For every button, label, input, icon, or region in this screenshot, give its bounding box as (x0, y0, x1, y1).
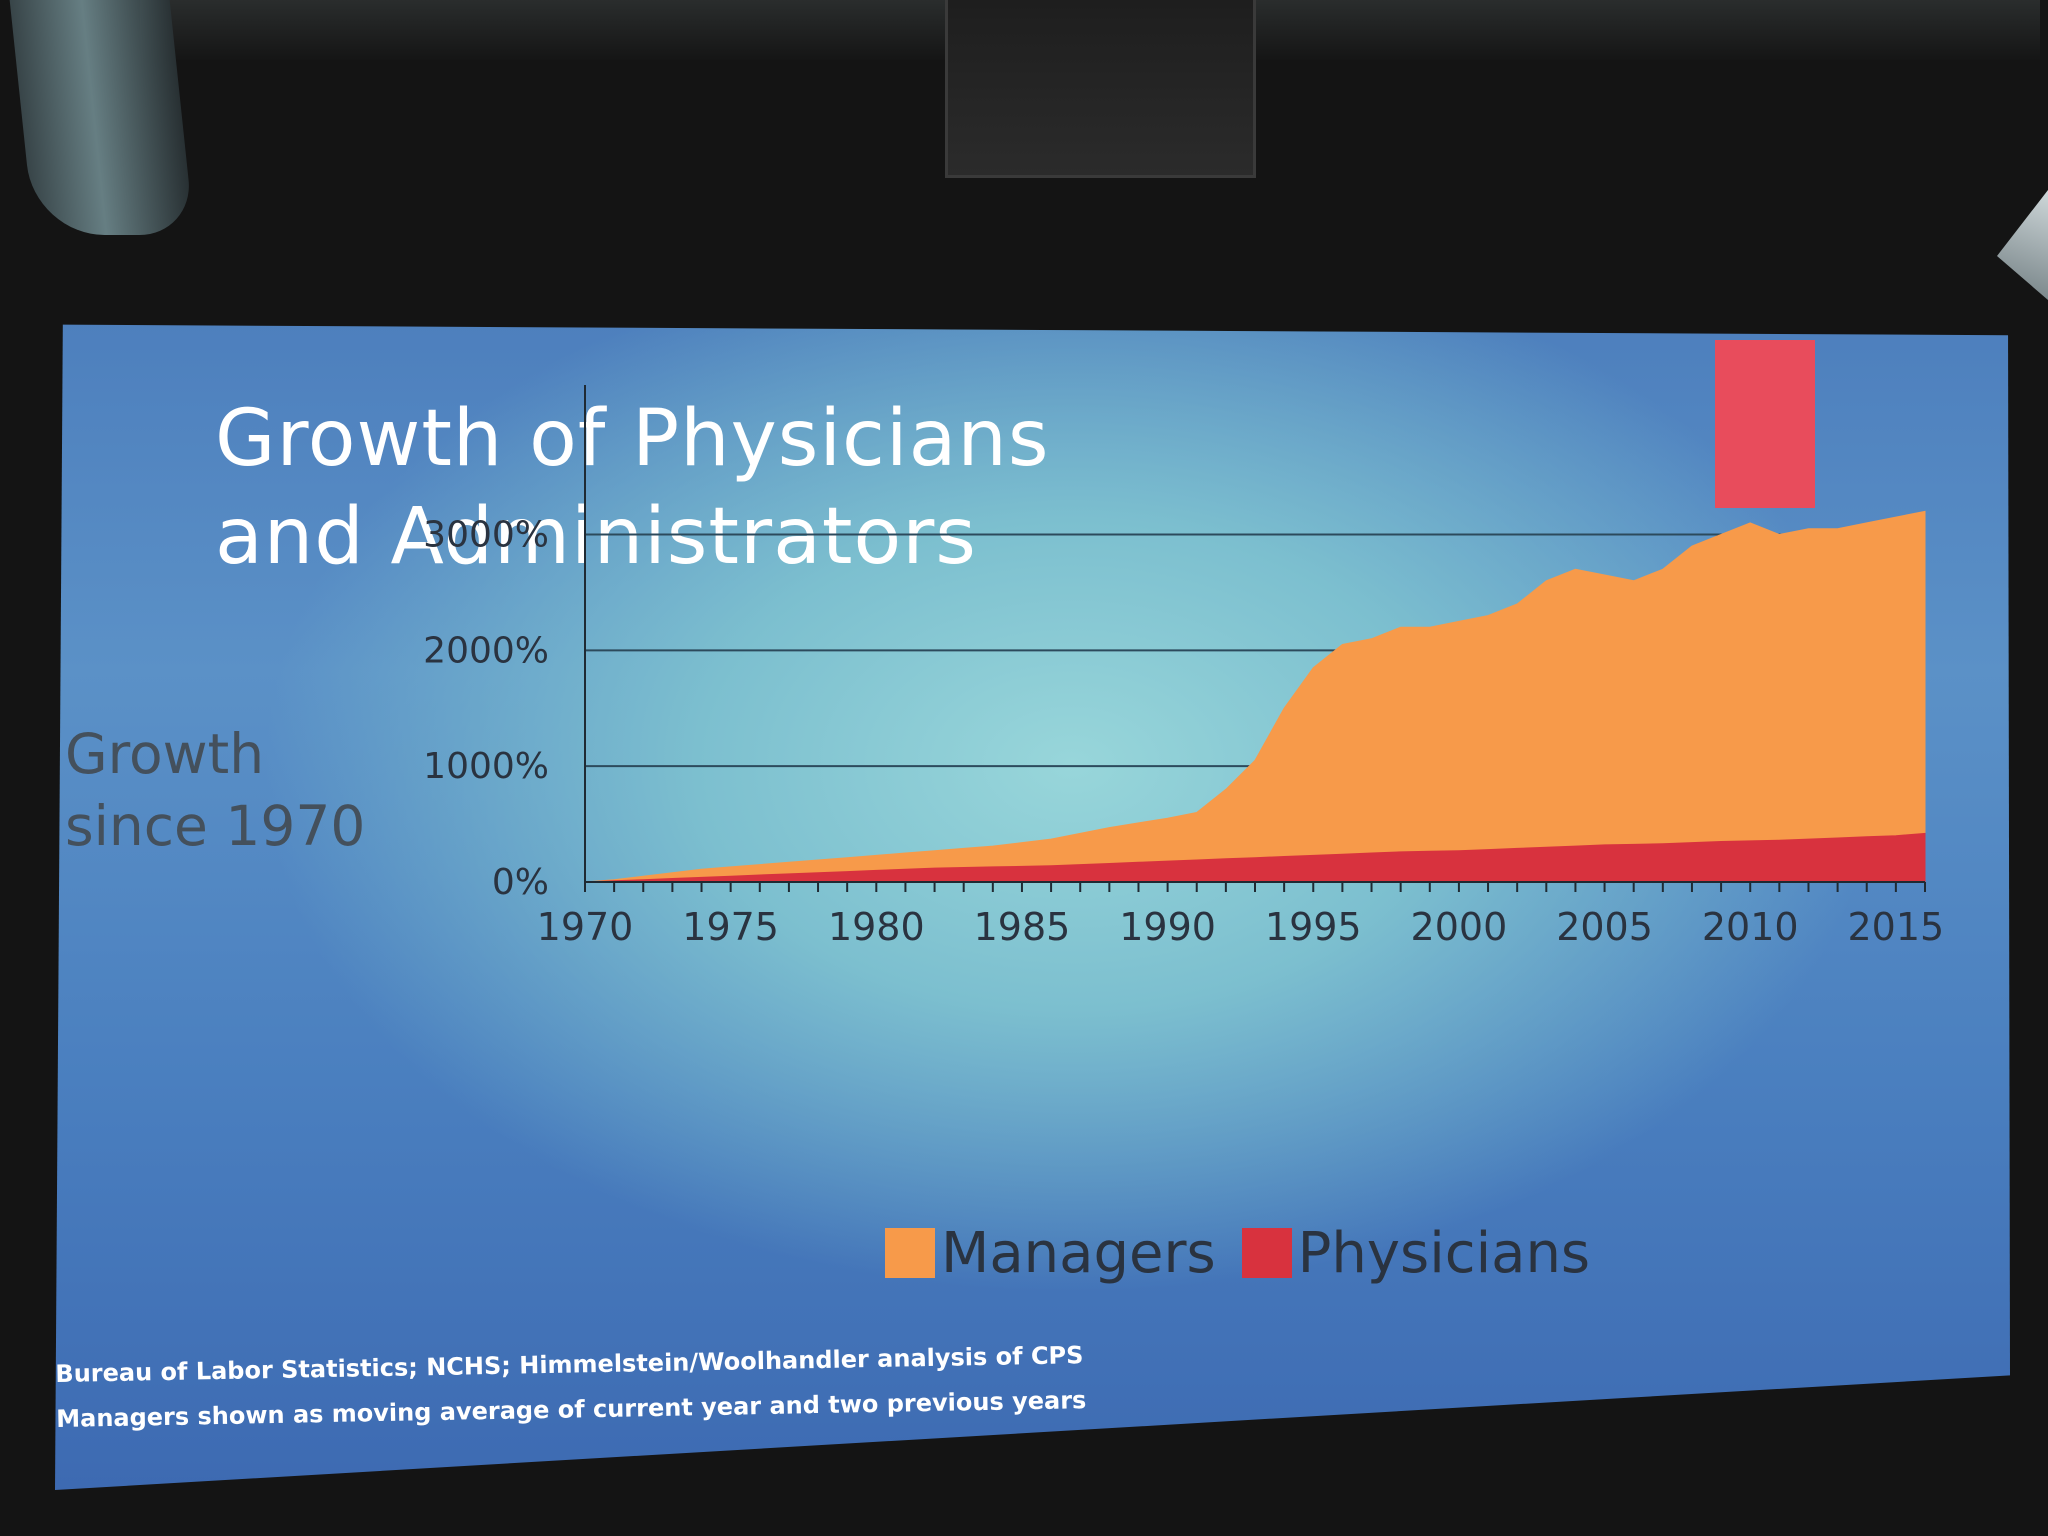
legend-label-physicians: Physicians (1297, 1220, 1591, 1286)
legend-swatch-physicians (1241, 1228, 1292, 1278)
area-physicians (584, 832, 1926, 883)
y-tick-label-2000: 2000% (423, 630, 549, 671)
growth-area-chart: 0% 1000% 2000% 3000% 1970 1975 1980 1985 1990 199… (423, 385, 1945, 949)
legend-swatch-managers (885, 1228, 935, 1278)
legend-label-managers: Managers (941, 1220, 1216, 1286)
chart-legend: Managers Physicians (885, 1218, 1590, 1288)
x-tick-label-1975: 1975 (682, 905, 779, 949)
accent-bar (1715, 340, 1815, 508)
legend-item-managers: Managers (885, 1221, 1216, 1286)
x-tick-label-2005: 2005 (1556, 905, 1653, 949)
x-tick-label-1985: 1985 (974, 905, 1071, 949)
x-tick-label-2010: 2010 (1702, 905, 1799, 949)
projected-slide: Growth of Physicians and Administrators … (55, 324, 2010, 1490)
x-tick-label-2000: 2000 (1411, 905, 1508, 949)
slide-title: Growth of Physicians and Administrators (215, 394, 1050, 582)
x-tick-label-1970: 1970 (537, 905, 634, 949)
x-tick-label-1990: 1990 (1119, 905, 1216, 949)
ceiling-projector-box (945, 0, 1256, 178)
legend-item-physicians: Physicians (1241, 1220, 1591, 1286)
y-tick-label-1000: 1000% (423, 746, 549, 787)
room-corner-light (1997, 190, 2048, 300)
y-tick-label-0: 0% (492, 862, 549, 903)
room-lamp-fixture (9, 0, 195, 235)
x-tick-label-1980: 1980 (828, 905, 925, 949)
y-axis-title: Growth since 1970 (65, 722, 366, 858)
x-tick-label-1995: 1995 (1265, 905, 1362, 949)
x-tick-label-2015: 2015 (1848, 905, 1945, 949)
area-managers (584, 510, 1926, 883)
y-tick-label-3000: 3000% (423, 515, 549, 556)
